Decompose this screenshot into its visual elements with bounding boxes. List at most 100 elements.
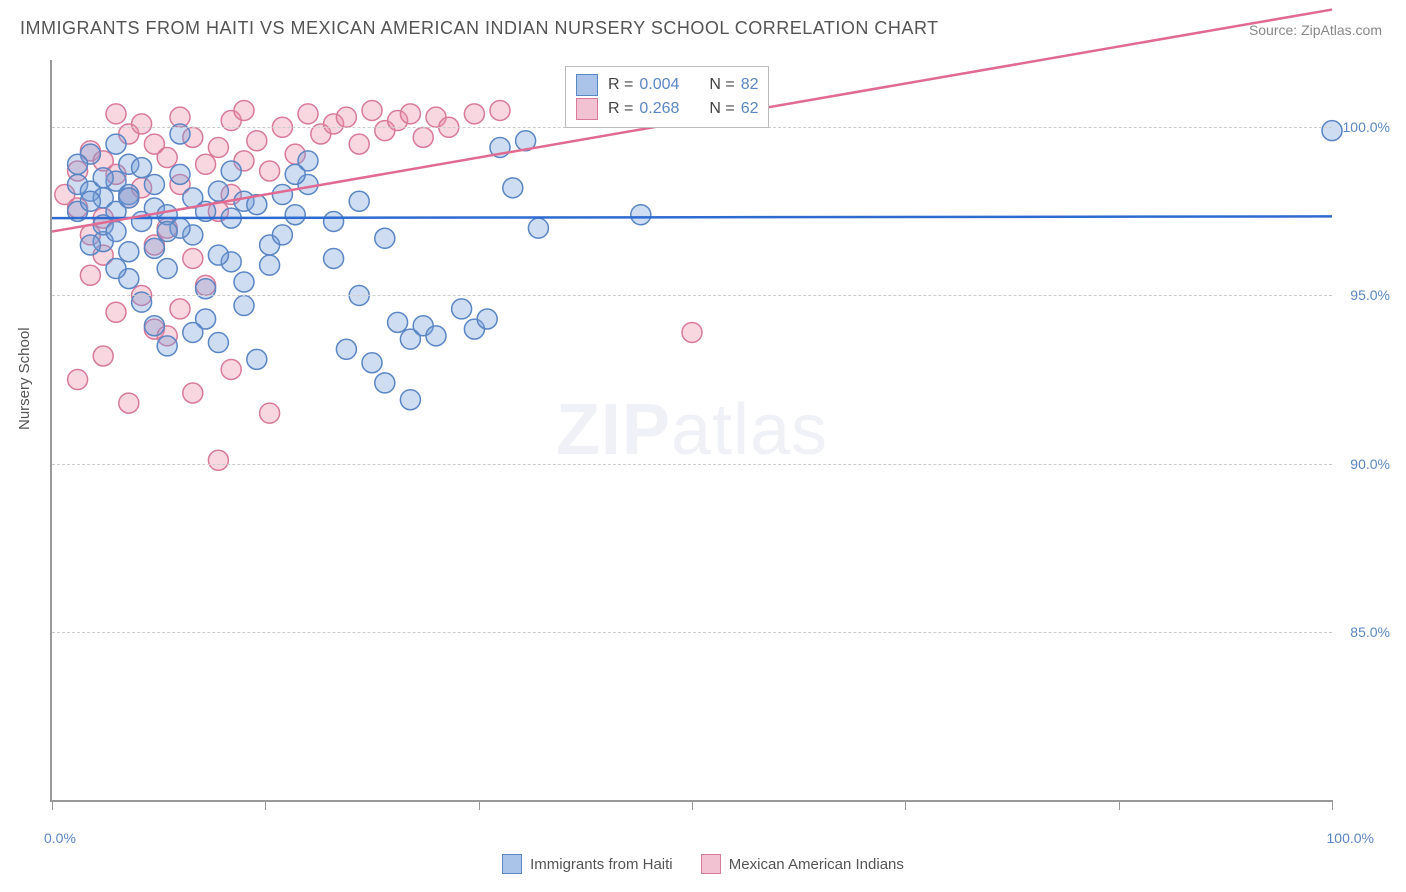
scatter-point — [234, 272, 254, 292]
scatter-point — [208, 450, 228, 470]
n-value-2: 62 — [741, 97, 759, 121]
scatter-point — [208, 245, 228, 265]
scatter-point — [157, 222, 177, 242]
scatter-point — [528, 218, 548, 238]
scatter-point — [183, 383, 203, 403]
y-axis-label: Nursery School — [16, 327, 33, 430]
r-value-2: 0.268 — [639, 97, 693, 121]
scatter-point — [119, 188, 139, 208]
chart-title: IMMIGRANTS FROM HAITI VS MEXICAN AMERICA… — [20, 18, 939, 39]
xtick — [1119, 800, 1120, 810]
scatter-point — [106, 259, 126, 279]
scatter-point — [221, 161, 241, 181]
scatter-point — [336, 107, 356, 127]
legend-correlation-box: R = 0.004 N = 82 R = 0.268 N = 62 — [565, 66, 769, 128]
scatter-point — [106, 302, 126, 322]
scatter-point — [170, 164, 190, 184]
scatter-point — [336, 339, 356, 359]
source-attribution: Source: ZipAtlas.com — [1249, 22, 1382, 38]
scatter-point — [170, 299, 190, 319]
scatter-point — [247, 131, 267, 151]
legend-bottom-swatch-1 — [502, 854, 522, 874]
scatter-point — [490, 100, 510, 120]
scatter-point — [157, 259, 177, 279]
r-label-2: R = — [608, 97, 633, 121]
scatter-point — [80, 265, 100, 285]
n-label-2: N = — [709, 97, 734, 121]
scatter-point — [285, 205, 305, 225]
scatter-point — [388, 312, 408, 332]
scatter-point — [477, 309, 497, 329]
scatter-point — [464, 104, 484, 124]
scatter-point — [247, 349, 267, 369]
scatter-point — [132, 114, 152, 134]
scatter-point — [144, 238, 164, 258]
scatter-point — [272, 185, 292, 205]
plot-area: ZIPatlas 85.0%90.0%95.0%100.0% — [50, 60, 1332, 802]
scatter-point — [80, 191, 100, 211]
r-value-1: 0.004 — [639, 73, 693, 97]
scatter-point — [375, 373, 395, 393]
xtick — [905, 800, 906, 810]
xtick — [692, 800, 693, 810]
scatter-point — [324, 211, 344, 231]
scatter-point — [413, 127, 433, 147]
scatter-point — [208, 137, 228, 157]
legend-swatch-2 — [576, 98, 598, 120]
xtick — [52, 800, 53, 810]
scatter-point — [349, 191, 369, 211]
scatter-point — [682, 322, 702, 342]
legend-bottom: Immigrants from Haiti Mexican American I… — [0, 854, 1406, 878]
regression-line — [52, 216, 1332, 218]
legend-row-series-1: R = 0.004 N = 82 — [576, 73, 758, 97]
legend-bottom-label-2: Mexican American Indians — [729, 856, 904, 873]
scatter-point — [93, 168, 113, 188]
scatter-point — [196, 154, 216, 174]
scatter-point — [221, 359, 241, 379]
scatter-point — [106, 134, 126, 154]
scatter-point — [260, 161, 280, 181]
n-value-1: 82 — [741, 73, 759, 97]
scatter-point — [400, 390, 420, 410]
scatter-point — [324, 248, 344, 268]
scatter-point — [157, 336, 177, 356]
scatter-point — [1322, 121, 1342, 141]
scatter-point — [349, 134, 369, 154]
scatter-point — [272, 225, 292, 245]
scatter-point — [208, 181, 228, 201]
xtick — [1332, 800, 1333, 810]
scatter-point — [68, 370, 88, 390]
scatter-point — [144, 316, 164, 336]
scatter-point — [452, 299, 472, 319]
scatter-point — [400, 104, 420, 124]
scatter-point — [119, 242, 139, 262]
scatter-point — [106, 104, 126, 124]
legend-bottom-item-1: Immigrants from Haiti — [502, 854, 673, 874]
n-label-1: N = — [709, 73, 734, 97]
legend-bottom-swatch-2 — [701, 854, 721, 874]
scatter-point — [631, 205, 651, 225]
scatter-point — [426, 326, 446, 346]
legend-bottom-item-2: Mexican American Indians — [701, 854, 904, 874]
xtick — [265, 800, 266, 810]
scatter-point — [260, 403, 280, 423]
scatter-point — [80, 235, 100, 255]
legend-swatch-1 — [576, 74, 598, 96]
ytick-label: 100.0% — [1343, 119, 1390, 135]
scatter-point — [183, 322, 203, 342]
scatter-point — [362, 353, 382, 373]
ytick-label: 95.0% — [1350, 287, 1390, 303]
scatter-point — [234, 296, 254, 316]
xtick-label-left: 0.0% — [44, 830, 76, 846]
xtick-label-right: 100.0% — [1327, 830, 1374, 846]
scatter-point — [260, 255, 280, 275]
xtick — [479, 800, 480, 810]
scatter-point — [119, 393, 139, 413]
scatter-point — [375, 228, 395, 248]
ytick-label: 85.0% — [1350, 624, 1390, 640]
gridline-h — [52, 632, 1332, 633]
gridline-h — [52, 464, 1332, 465]
scatter-point — [157, 148, 177, 168]
scatter-point — [106, 222, 126, 242]
r-label-1: R = — [608, 73, 633, 97]
